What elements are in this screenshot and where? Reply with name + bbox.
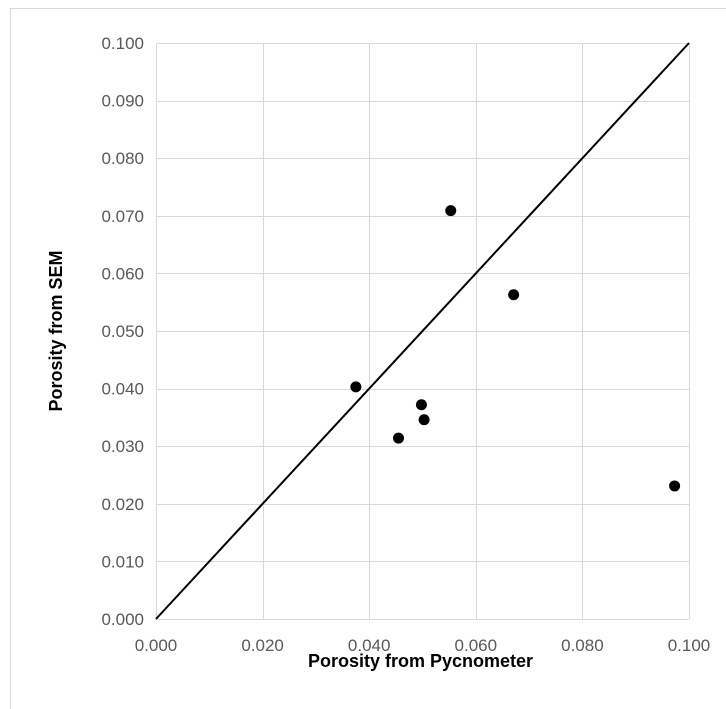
y-axis-title: Porosity from SEM xyxy=(46,250,66,411)
y-tick-label: 0.000 xyxy=(101,610,144,629)
y-tick-label: 0.090 xyxy=(101,92,144,111)
y-tick-label: 0.070 xyxy=(101,207,144,226)
y-tick-label: 0.050 xyxy=(101,322,144,341)
x-axis-title: Porosity from Pycnometer xyxy=(308,651,533,671)
x-tick-label: 0.080 xyxy=(561,636,604,655)
data-point xyxy=(393,432,405,444)
reference-line xyxy=(155,42,690,620)
x-tick-label: 0.040 xyxy=(348,636,391,655)
y-tick-label: 0.100 xyxy=(101,34,144,53)
y-tick-label: 0.060 xyxy=(101,264,144,283)
data-point xyxy=(669,480,681,492)
data-point xyxy=(508,289,520,301)
y-tick-label: 0.030 xyxy=(101,437,144,456)
data-point xyxy=(350,381,362,393)
data-point xyxy=(418,414,430,426)
y-tick-label: 0.020 xyxy=(101,495,144,514)
x-tick-label: 0.000 xyxy=(135,636,178,655)
data-point xyxy=(415,399,427,411)
y-tick-label: 0.010 xyxy=(101,552,144,571)
x-tick-label: 0.100 xyxy=(668,636,711,655)
data-point xyxy=(445,205,457,217)
x-tick-label: 0.060 xyxy=(455,636,498,655)
y-tick-label: 0.040 xyxy=(101,380,144,399)
x-tick-label: 0.020 xyxy=(241,636,284,655)
chart-frame-border xyxy=(10,8,726,709)
y-tick-label: 0.080 xyxy=(101,149,144,168)
